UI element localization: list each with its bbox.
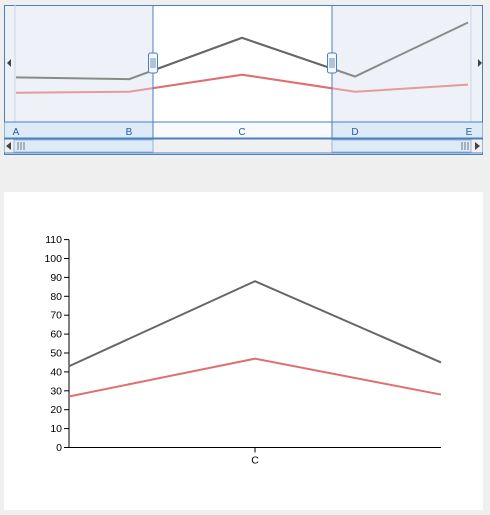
- scrollbar-right-segment[interactable]: [331, 139, 472, 153]
- navigator-axis-label: B: [126, 127, 133, 138]
- line-chart: 0 10 20 30 40 50 60 70 80 90 100 110 C: [44, 234, 442, 467]
- navigator-axis-label: E: [466, 127, 473, 138]
- navigator-scrollbar[interactable]: [4, 138, 483, 154]
- navigator-axis-label: C: [238, 127, 245, 138]
- navigator-overlay[interactable]: [4, 5, 483, 155]
- range-handle-right[interactable]: [327, 52, 337, 74]
- navigator-axis-selected: [152, 121, 333, 139]
- x-tick-label: C: [251, 455, 259, 467]
- scrollbar-left-arrow-icon[interactable]: [6, 142, 11, 150]
- series-line-1: [68, 280, 442, 368]
- y-tick-label: 0: [56, 442, 62, 454]
- navigator-shade-left: [4, 5, 153, 122]
- navigator-shade-right: [332, 5, 483, 122]
- scrollbar-right-arrow-icon[interactable]: [475, 142, 480, 150]
- chart-series: [68, 280, 442, 398]
- navigator-axis-label: D: [351, 127, 358, 138]
- chart-axes: 0 10 20 30 40 50 60 70 80 90 100 110 C: [44, 234, 441, 467]
- y-tick-label: 90: [50, 272, 62, 284]
- series-line-2: [68, 357, 442, 398]
- chart-panel: 0 10 20 30 40 50 60 70 80 90 100 110 C: [4, 192, 483, 510]
- scrollbar-left-segment[interactable]: [13, 139, 154, 153]
- y-tick-label: 20: [50, 404, 62, 416]
- navigator-selected-line-2: [153, 73, 332, 90]
- range-handle-left[interactable]: [148, 52, 158, 74]
- navigator-plot: [4, 5, 483, 122]
- y-tick-label: 80: [50, 291, 62, 303]
- y-tick-label: 30: [50, 385, 62, 397]
- y-tick-label: 100: [44, 253, 62, 265]
- left-arrow-icon[interactable]: [7, 59, 11, 67]
- y-tick-label: 10: [50, 423, 62, 435]
- y-tick-label: 110: [45, 234, 62, 246]
- right-arrow-icon[interactable]: [478, 59, 482, 67]
- y-tick-label: 70: [50, 310, 62, 322]
- y-tick-label: 50: [50, 348, 62, 360]
- y-tick-label: 60: [50, 329, 62, 341]
- navigator-selected-line-1: [153, 36, 332, 72]
- navigator-axis: A B C D E: [4, 121, 483, 139]
- range-navigator[interactable]: A B C D E: [4, 5, 483, 155]
- navigator-axis-label: A: [13, 127, 20, 138]
- navigator-svg: A B C D E: [4, 5, 483, 155]
- y-tick-label: 40: [50, 366, 62, 378]
